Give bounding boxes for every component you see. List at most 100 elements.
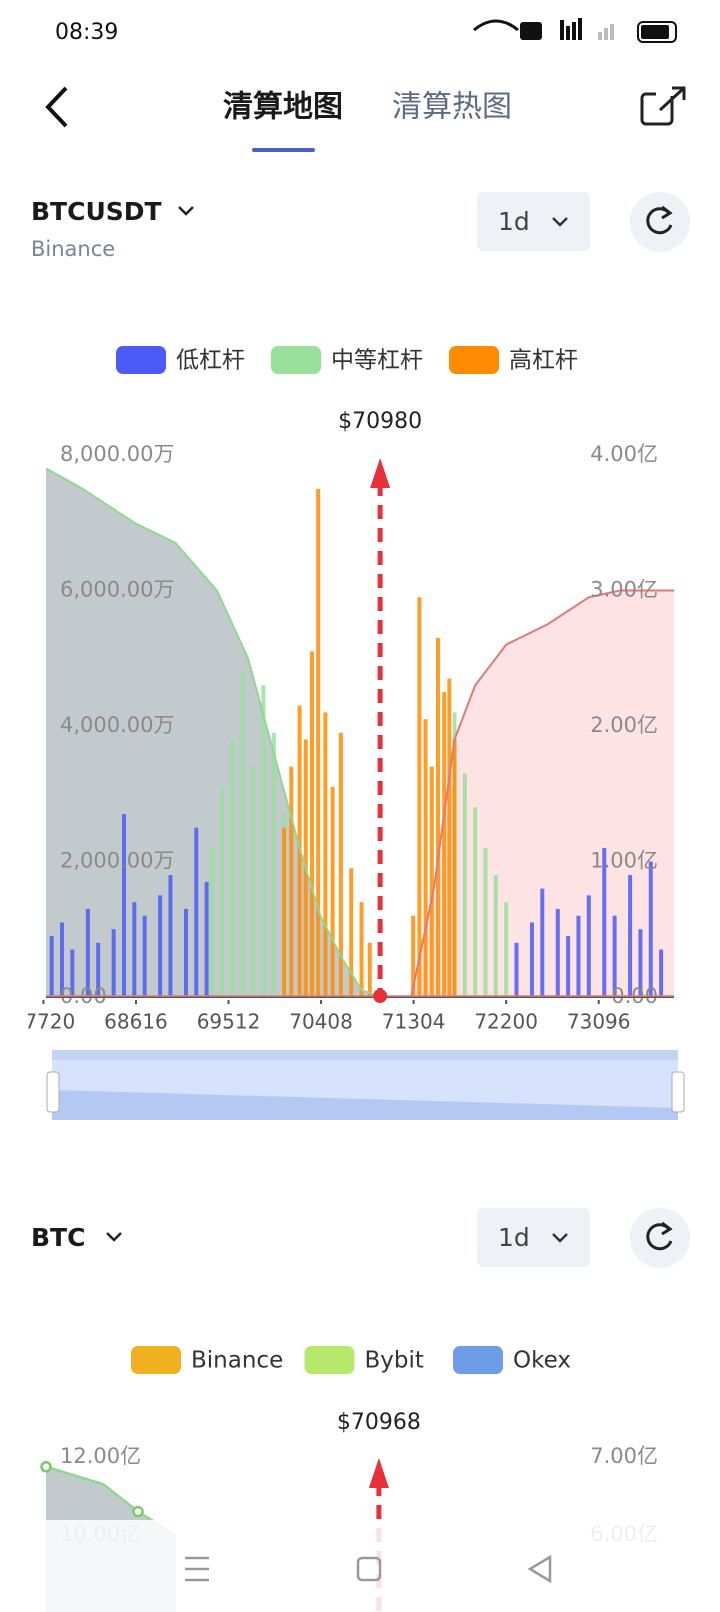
bar — [349, 868, 354, 997]
legend-label: Okex — [513, 1348, 571, 1374]
bar — [309, 651, 314, 997]
x-tick-label: 71304 — [382, 1010, 446, 1034]
y-tick-label: 12.00亿 — [60, 1444, 141, 1468]
bar — [638, 929, 643, 997]
bar — [132, 902, 137, 997]
price-label: $70968 — [337, 1410, 421, 1435]
y2-tick-label: 3.00亿 — [590, 578, 658, 602]
bar — [473, 807, 478, 997]
bar — [529, 922, 534, 997]
x-tick-label: 68616 — [104, 1010, 168, 1034]
interval-select[interactable] — [477, 192, 590, 251]
bar — [429, 766, 434, 997]
y-tick-label: 4,000.00万 — [60, 713, 175, 737]
tab-active[interactable]: 清算地图 — [223, 90, 343, 125]
refresh-icon — [646, 1221, 673, 1251]
bar — [359, 902, 364, 997]
bar — [514, 942, 519, 997]
x-tick-label: 72200 — [474, 1010, 538, 1034]
bar — [447, 678, 452, 997]
interval: 1d — [498, 207, 530, 236]
bar — [423, 719, 428, 997]
bar — [442, 692, 447, 997]
bar — [417, 597, 422, 997]
bar — [612, 915, 617, 997]
refresh-button[interactable] — [630, 1208, 690, 1268]
legend-swatch — [271, 346, 321, 374]
status-icons — [473, 18, 677, 43]
bar — [602, 847, 607, 997]
y2-tick-label: 1.00亿 — [590, 849, 658, 873]
y-tick-label: 8,000.00万 — [60, 442, 175, 466]
symbol-chevron[interactable] — [106, 1232, 122, 1242]
refresh-button[interactable] — [630, 192, 690, 252]
bar — [566, 936, 571, 997]
plot — [46, 467, 674, 998]
x-ticks: 67720 68616 69512 70408 71304 72200 73096 — [12, 1000, 631, 1034]
bar — [271, 732, 276, 997]
nav-back[interactable] — [527, 1554, 552, 1584]
curve-line — [46, 467, 381, 998]
exchange: Binance — [31, 237, 115, 261]
y-tick-label: 2,000.00万 — [60, 849, 175, 873]
nav-menu[interactable] — [185, 1556, 209, 1582]
x-tick-label: 67720 — [12, 1010, 76, 1034]
interval-chevron — [552, 1233, 568, 1243]
bar — [168, 875, 173, 997]
legend-swatch — [449, 346, 499, 374]
symbol-chevron[interactable] — [178, 206, 194, 216]
curve-point — [40, 1461, 52, 1473]
symbol[interactable]: BTC — [31, 1223, 85, 1252]
tab[interactable]: 清算热图 — [392, 90, 512, 125]
legend-label: 高杠杆 — [509, 348, 578, 374]
bar — [289, 766, 294, 997]
nav-bar — [0, 1520, 720, 1612]
y2-tick-label: 2.00亿 — [590, 713, 658, 737]
bar — [483, 847, 488, 997]
status-time: 08:39 — [55, 20, 118, 45]
bar — [158, 895, 163, 997]
bar — [648, 861, 653, 997]
x-tick-label: 70408 — [289, 1010, 353, 1034]
price-arrow — [368, 1458, 389, 1488]
curve-point — [132, 1505, 144, 1518]
bar — [493, 875, 498, 997]
bar — [338, 732, 343, 997]
bar — [323, 712, 328, 997]
share-button[interactable] — [640, 86, 686, 126]
bar — [220, 786, 225, 997]
bar — [504, 902, 509, 997]
x-tick-label: 69512 — [197, 1010, 261, 1034]
bar — [576, 915, 581, 997]
bar — [282, 827, 287, 997]
bar — [316, 488, 321, 997]
bar — [452, 739, 457, 997]
legend-label: 低杠杆 — [176, 348, 245, 374]
price-arrow — [370, 458, 391, 488]
curve-line — [410, 589, 674, 998]
bar — [367, 942, 372, 997]
bar — [96, 942, 101, 997]
interval: 1d — [498, 1223, 530, 1252]
bar — [142, 915, 147, 997]
bar — [49, 936, 54, 997]
bar — [411, 915, 416, 997]
x-tick-label: 73096 — [567, 1010, 631, 1034]
bar — [121, 814, 126, 997]
bar — [85, 908, 90, 997]
nav-home[interactable] — [356, 1556, 382, 1582]
bar — [628, 875, 633, 997]
interval-select[interactable] — [477, 1208, 590, 1267]
y-tick-label: 6,000.00万 — [60, 578, 175, 602]
range-slider[interactable] — [46, 1050, 685, 1120]
legend-swatch — [304, 1346, 355, 1374]
legend-label: Binance — [191, 1348, 283, 1374]
back-button[interactable] — [45, 86, 68, 128]
legend-label: Bybit — [365, 1348, 424, 1374]
price-label: $70980 — [338, 409, 422, 434]
symbol[interactable]: BTCUSDT — [31, 197, 162, 226]
bar — [462, 773, 467, 997]
bar — [540, 888, 545, 997]
bar — [60, 922, 65, 997]
